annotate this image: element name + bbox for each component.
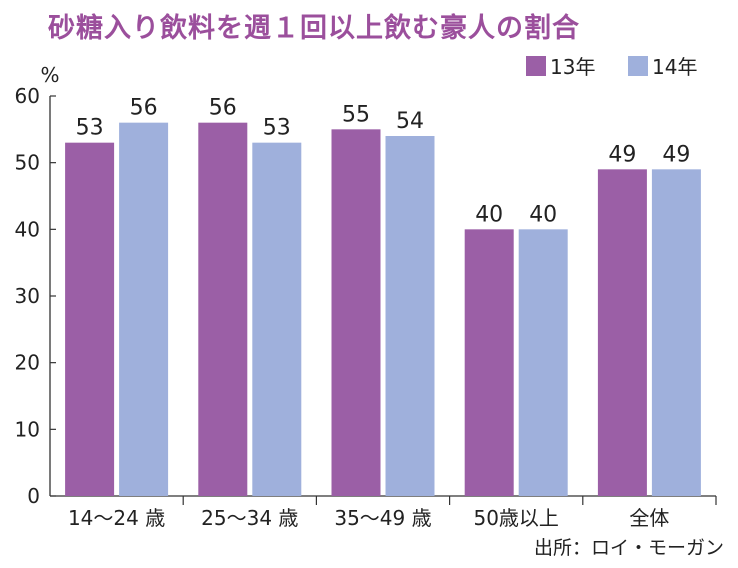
data-label: 49 [608, 142, 636, 167]
bar [198, 122, 248, 497]
bar [597, 169, 647, 497]
legend-swatch [526, 56, 546, 76]
x-category-label: 35～49 歳 [334, 506, 431, 530]
bar [651, 169, 701, 497]
y-tick-label: 50 [15, 151, 40, 175]
data-label: 53 [76, 116, 104, 141]
y-tick-label: 10 [15, 417, 40, 441]
y-tick-label: 30 [15, 284, 40, 308]
bar [119, 122, 169, 497]
data-label: 40 [529, 202, 557, 227]
bar [464, 229, 514, 497]
data-label: 56 [209, 96, 237, 121]
bar [252, 142, 302, 496]
y-tick-label: 40 [15, 217, 40, 241]
chart-title: 砂糖入り飲料を週１回以上飲む豪人の割合 [48, 13, 580, 44]
legend-swatch [628, 56, 648, 76]
x-category-label: 14～24 歳 [68, 506, 165, 530]
bar [331, 129, 381, 497]
y-tick-label: 60 [15, 84, 40, 108]
legend-label: 14年 [652, 55, 697, 79]
data-label: 40 [475, 202, 503, 227]
y-tick-label: 20 [15, 351, 40, 375]
data-label: 56 [130, 96, 158, 121]
x-category-label: 50歳以上 [473, 506, 558, 530]
legend-label: 13年 [550, 55, 595, 79]
data-label: 49 [662, 142, 690, 167]
source-note: 出所：ロイ・モーガン [533, 537, 724, 559]
bar [518, 229, 568, 497]
x-category-label: 全体 [629, 506, 669, 530]
bar [385, 136, 435, 496]
bar [65, 142, 115, 496]
y-tick-label: 0 [27, 484, 40, 508]
data-label: 55 [342, 102, 370, 127]
data-label: 54 [396, 109, 424, 134]
y-unit-label: % [40, 63, 59, 87]
data-label: 53 [263, 116, 291, 141]
x-category-label: 25～34 歳 [201, 506, 298, 530]
